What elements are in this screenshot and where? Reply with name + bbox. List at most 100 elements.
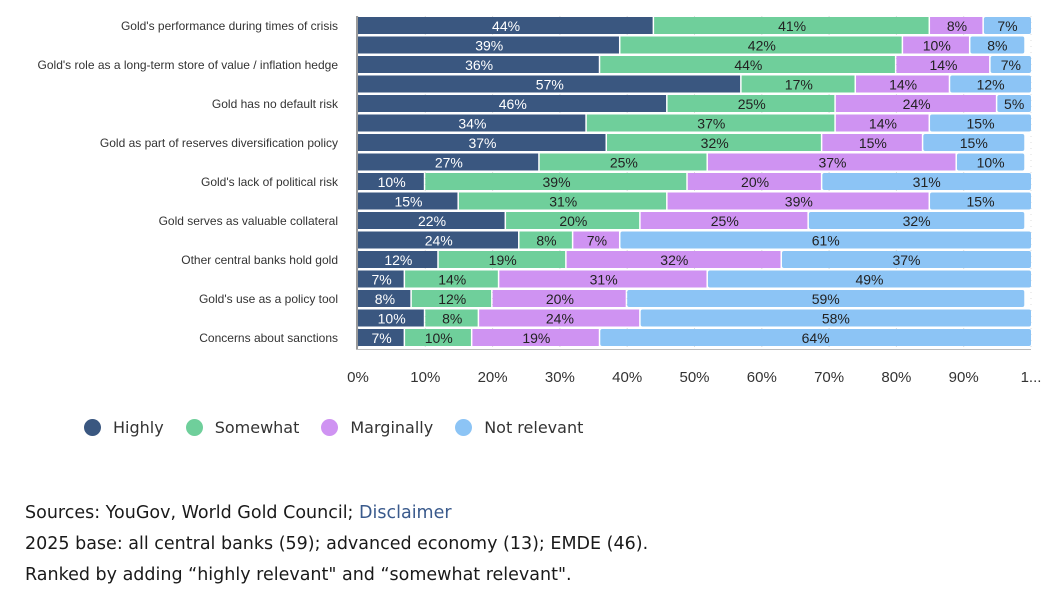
bar-row: 22% 20% 25% 32% [358,212,1025,229]
legend-item-highly[interactable]: Highly [84,418,164,437]
bar-segment-not-relevant [781,251,1031,268]
data-label: 39% [475,38,503,54]
data-label: 24% [425,233,453,249]
category-label: Gold's lack of political risk [201,175,339,189]
data-label: 61% [812,233,840,249]
x-tick-label: 10% [410,369,440,386]
bar-segment-marginally [472,329,599,346]
data-label: 25% [738,96,766,112]
data-label: 14% [438,272,466,288]
legend-item-somewhat[interactable]: Somewhat [185,418,300,437]
x-tick-label: 50% [679,369,709,386]
x-tick-label: 20% [478,369,508,386]
bar-row: 27% 25% 37% 10% [358,153,1025,171]
legend-label: Somewhat [214,418,300,437]
category-label: Other central banks hold gold [181,253,338,267]
bar-segment-not-relevant [983,17,1031,34]
data-label: 32% [660,252,688,268]
base-note: 2025 base: all central banks (59); advan… [25,534,649,554]
data-label: 14% [869,116,897,132]
bar-segment-somewhat [458,192,667,210]
bar-segment-somewhat [438,251,566,268]
data-label: 10% [378,174,406,190]
data-label: 15% [967,194,995,210]
legend-dot-marginally [321,419,339,436]
bar-segment-not-relevant [808,212,1025,229]
bar-segment-marginally [856,75,949,93]
bar-segment-not-relevant [970,36,1025,54]
bar-segment-somewhat [405,329,471,346]
data-label: 32% [903,213,931,229]
bar-segment-marginally [640,212,808,229]
x-tick-label: 60% [747,369,777,386]
data-label: 49% [855,272,883,288]
data-label: 12% [977,77,1005,93]
bar-segment-somewhat [586,114,835,132]
legend: Highly Somewhat Marginally Not relevant [84,418,605,437]
bar-segment-highly [358,270,404,288]
x-axis-ticks: 0% 10% 20% 30% 40% 50% 60% 70% 80% 90% 1... [347,369,1041,386]
legend-item-marginally[interactable]: Marginally [321,418,433,437]
bar-segment-not-relevant [620,231,1031,249]
bar-segment-highly [358,114,586,132]
chart-notes: Sources: YouGov, World Gold Council; Dis… [25,498,648,591]
data-label: 31% [549,194,577,210]
bar-segment-highly [358,173,424,190]
bar-segment-not-relevant [640,309,1031,327]
disclaimer-link[interactable]: Disclaimer [359,503,452,523]
bar-segment-marginally [566,251,781,268]
data-label: 44% [734,57,762,73]
bar-segment-not-relevant [707,270,1031,288]
data-label: 17% [785,77,813,93]
x-tick-label: 1... [1021,369,1042,386]
bar-segment-somewhat [405,270,498,288]
sources-line: Sources: YouGov, World Gold Council; Dis… [25,498,648,529]
sources-text: Sources: YouGov, World Gold Council; [25,503,360,523]
category-labels: Gold's performance during times of crisi… [38,19,339,345]
bar-segment-marginally [930,17,983,34]
bars: 44% 41% 8% 7% 39% 42% 10% 8% 36% 44% 14% 7% 57% 17% 14… [358,17,1031,346]
bar-segment-not-relevant [627,290,1025,307]
data-label: 34% [458,116,486,132]
bar-segment-highly [358,231,519,249]
bar-segment-highly [358,212,505,229]
data-label: 7% [371,272,391,288]
bar-segment-marginally [835,114,929,132]
data-label: 20% [741,174,769,190]
bar-segment-somewhat [425,173,687,190]
x-tick-label: 40% [612,369,642,386]
legend-dot-highly [84,419,101,436]
ranking-note: Ranked by adding “highly relevant" and “… [25,565,572,585]
data-label: 20% [546,291,574,307]
bar-segment-somewhat [741,75,855,93]
bar-segment-marginally [903,36,969,54]
data-label: 12% [384,252,412,268]
bar-row: 46% 25% 24% 5% [358,95,1031,112]
data-label: 7% [997,18,1017,34]
bar-row: 8% 12% 20% 59% [358,290,1025,307]
bar-segment-not-relevant [950,75,1031,93]
data-label: 31% [913,174,941,190]
bar-row: 10% 8% 24% 58% [358,309,1031,327]
data-label: 8% [536,233,556,249]
bar-segment-somewhat [667,95,835,112]
bar-segment-not-relevant [956,153,1025,171]
bar-segment-not-relevant [990,56,1031,73]
legend-item-not-relevant[interactable]: Not relevant [455,418,583,437]
bar-segment-somewhat [506,212,640,229]
data-label: 25% [711,213,739,229]
data-label: 39% [785,194,813,210]
bar-segment-marginally [896,56,990,73]
bar-segment-marginally [573,231,619,249]
stacked-bar-chart: 44% 41% 8% 7% 39% 42% 10% 8% 36% 44% 14% 7% 57% 17% 14… [38,16,1041,386]
data-label: 8% [987,38,1007,54]
category-label: Gold's use as a policy tool [199,292,338,306]
data-label: 41% [778,18,806,34]
data-label: 36% [465,57,493,73]
x-tick-label: 70% [814,369,844,386]
data-label: 58% [822,311,850,327]
bar-segment-marginally [707,153,956,171]
bar-segment-not-relevant [600,329,1031,346]
bar-segment-highly [358,17,653,34]
category-label: Gold has no default risk [212,97,339,111]
